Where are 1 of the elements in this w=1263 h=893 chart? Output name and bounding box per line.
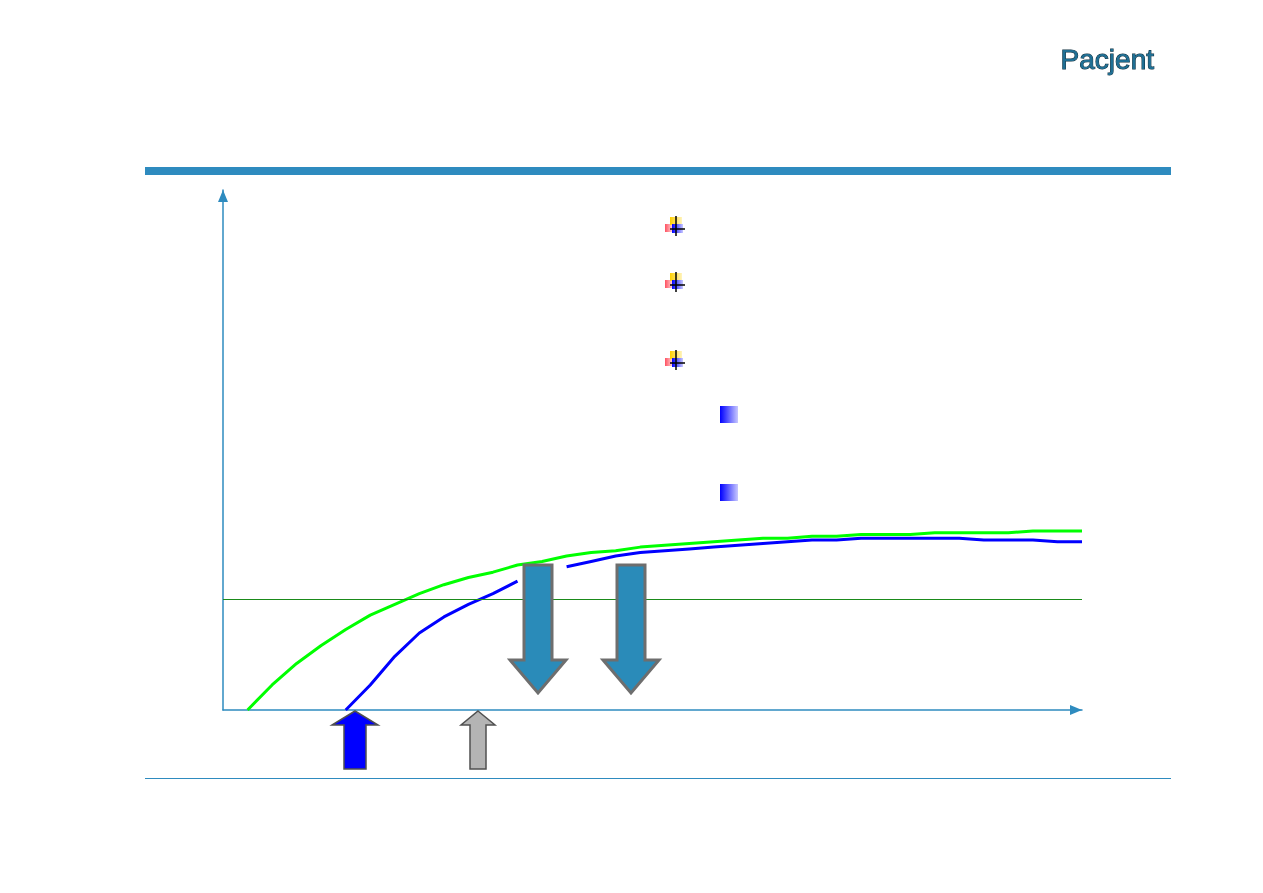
chart-title: Pacjent [1060,43,1155,75]
